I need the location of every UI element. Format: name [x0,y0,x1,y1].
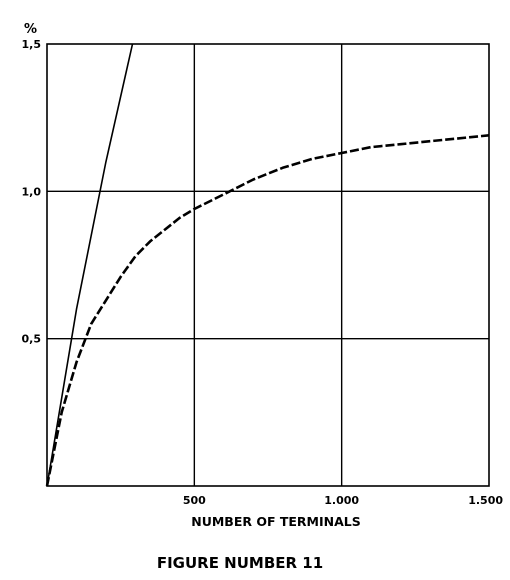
x-tick-label: 500 [183,494,206,507]
x-tick-labels: 500 1.000 1.500 [183,494,503,507]
x-axis-label: NUMBER OF TERMINALS [191,514,361,529]
series-layer [45,43,490,487]
y-tick-label: 1,5 [22,38,42,51]
dashed-series-line [45,134,490,487]
y-axis-unit-label: % [24,22,37,37]
y-tick-label: 0,5 [22,333,42,346]
figure-caption: FIGURE NUMBER 11 [157,554,323,572]
x-tick-label: 1.000 [324,494,359,507]
y-tick-labels: 0,5 1,0 1,5 [22,38,42,346]
grid [47,44,489,486]
solid-series-line [46,43,134,487]
x-tick-label: 1.500 [468,494,503,507]
y-tick-label: 1,0 [22,185,42,198]
plot-frame [46,43,490,487]
